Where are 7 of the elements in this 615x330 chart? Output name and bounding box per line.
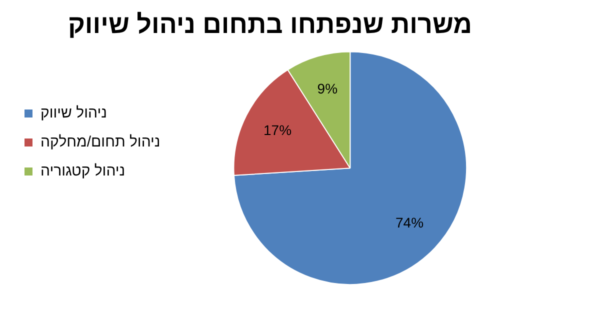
legend-label: ניהול קטגוריה <box>40 162 126 180</box>
data-label: 74% <box>396 214 424 231</box>
data-label: 17% <box>264 122 292 138</box>
chart-title: משרות שנפתחו בתחום ניהול שיווק <box>68 8 472 39</box>
legend-label: ניהול שיווק <box>40 104 107 122</box>
data-label: 9% <box>317 80 338 97</box>
legend-label: ניהול תחום/מחלקה <box>40 134 160 151</box>
